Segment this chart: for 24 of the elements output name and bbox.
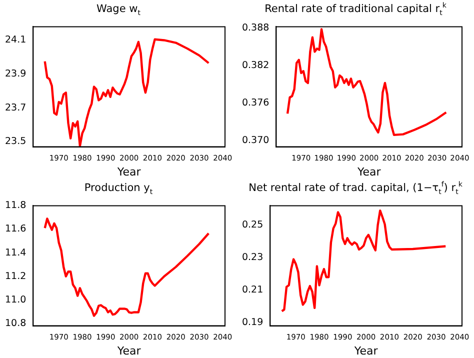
x-axis-title: Year <box>116 165 142 178</box>
y-tick-label: 11.0 <box>4 294 26 306</box>
y-tick-label: 11.8 <box>4 200 26 212</box>
x-axis-title: Year <box>356 165 382 178</box>
y-tick-label: 11.2 <box>4 270 26 282</box>
y-tick-label: 0.19 <box>242 317 264 328</box>
y-tick-label: 10.8 <box>4 318 26 329</box>
y-tick-label: 0.376 <box>242 97 270 108</box>
x-axis-title: Year <box>116 344 142 358</box>
y-tick-label: 0.23 <box>242 252 264 264</box>
y-tick-label: 24.1 <box>4 34 26 46</box>
y-tick-label: 11.4 <box>4 247 26 258</box>
y-tick-label: 23.7 <box>4 102 26 114</box>
y-tick-label: 23.9 <box>4 68 26 80</box>
y-tick-label: 23.5 <box>4 136 26 148</box>
y-tick-label: 0.370 <box>242 135 270 146</box>
chart-title: Production y$_{t}$ <box>83 181 154 197</box>
chart-title: Wage w$_{t}$ <box>96 2 142 18</box>
y-tick-label: 11.6 <box>4 224 26 235</box>
y-tick-label: 0.382 <box>242 60 270 71</box>
y-tick-label: 0.21 <box>242 284 264 296</box>
y-tick-label: 0.25 <box>242 220 264 231</box>
y-tick-label: 0.388 <box>242 22 270 34</box>
x-axis-title: Year <box>353 344 378 358</box>
